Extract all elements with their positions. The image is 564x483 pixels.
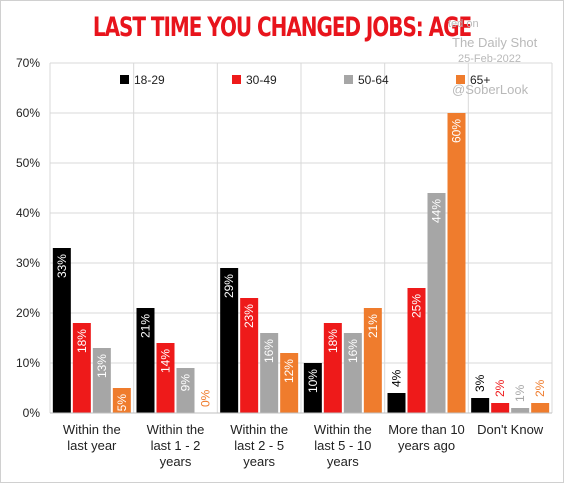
bar-65+ (447, 113, 466, 413)
legend: 18-29 30-49 50-64 65+ (120, 73, 490, 89)
data-label: 29% (222, 274, 236, 298)
bar-65+ (531, 403, 550, 413)
bar-50-64 (260, 333, 279, 413)
legend-item-18-29: 18-29 (120, 73, 165, 87)
x-tick-label: Within the (147, 422, 205, 437)
x-tick-label: Within the (63, 422, 121, 437)
data-label: 44% (430, 199, 444, 223)
x-tick-label: More than 10 (388, 422, 465, 437)
data-label: 60% (450, 119, 464, 143)
x-tick-label: last year (67, 438, 117, 453)
data-label: 10% (306, 369, 320, 393)
y-tick-label: 20% (16, 306, 40, 320)
chart-title: LAST TIME YOU CHANGED JOBS: AGE (92, 12, 472, 43)
data-label: 23% (242, 304, 256, 328)
x-tick-label: years (327, 454, 359, 469)
data-label: 13% (95, 354, 109, 378)
watermark-handle: @SoberLook (452, 82, 529, 97)
legend-item-65+: 65+ (456, 73, 490, 87)
bar-18-29 (220, 268, 239, 413)
x-tick-label: last 2 - 5 (234, 438, 284, 453)
legend-swatch (232, 75, 241, 84)
x-tick-label: Don't Know (477, 422, 544, 437)
legend-item-50-64: 50-64 (344, 73, 389, 87)
data-label: 21% (366, 314, 380, 338)
bar-18-29 (136, 308, 155, 413)
bar-50-64 (343, 333, 362, 413)
x-tick-label: Within the (230, 422, 288, 437)
y-tick-label: 50% (16, 156, 40, 170)
legend-label: 50-64 (358, 73, 389, 87)
data-label: 12% (282, 359, 296, 383)
watermark-source: The Daily Shot (452, 35, 538, 50)
x-tick-label: Within the (314, 422, 372, 437)
y-tick-label: 70% (16, 56, 40, 70)
legend-label: 65+ (470, 73, 491, 87)
bar-18-29 (303, 363, 322, 413)
data-label: 14% (159, 349, 173, 373)
x-tick-label: last 5 - 10 (314, 438, 371, 453)
legend-swatch (344, 75, 353, 84)
bar-30-49 (240, 298, 259, 413)
data-label: 21% (139, 314, 153, 338)
legend-swatch (120, 75, 129, 84)
data-label: 16% (262, 339, 276, 363)
bar-50-64 (176, 368, 195, 413)
bar-65+ (112, 388, 131, 413)
data-label: 5% (115, 394, 129, 412)
bar-50-64 (92, 348, 111, 413)
y-tick-label: 0% (23, 406, 41, 420)
data-label: 18% (75, 329, 89, 353)
bar-18-29 (387, 393, 406, 413)
bar-30-49 (407, 288, 426, 413)
bar-30-49 (156, 343, 175, 413)
legend-label: 18-29 (134, 73, 165, 87)
watermark-posted: ted on (448, 18, 479, 30)
data-label: 3% (473, 374, 487, 392)
data-label: 0% (199, 389, 213, 407)
bar-18-29 (471, 398, 490, 413)
data-label: 33% (55, 254, 69, 278)
y-tick-label: 30% (16, 256, 40, 270)
data-label: 18% (326, 329, 340, 353)
data-label: 2% (493, 379, 507, 397)
x-tick-label: last 1 - 2 (151, 438, 201, 453)
y-tick-label: 60% (16, 106, 40, 120)
bar-50-64 (427, 193, 446, 413)
bar-30-49 (72, 323, 91, 413)
data-label: 16% (346, 339, 360, 363)
bar-65+ (363, 308, 382, 413)
legend-item-30-49: 30-49 (232, 73, 277, 87)
bar-65+ (280, 353, 299, 413)
x-tick-label: years ago (398, 438, 455, 453)
data-label: 9% (179, 374, 193, 392)
bar-50-64 (511, 408, 530, 413)
data-label: 1% (513, 384, 527, 402)
legend-swatch (456, 75, 465, 84)
bar-18-29 (52, 248, 71, 413)
bar-30-49 (323, 323, 342, 413)
data-label: 2% (533, 379, 547, 397)
y-tick-label: 10% (16, 356, 40, 370)
x-tick-label: years (243, 454, 275, 469)
data-label: 25% (410, 294, 424, 318)
legend-label: 30-49 (246, 73, 277, 87)
bar-30-49 (491, 403, 510, 413)
y-tick-label: 40% (16, 206, 40, 220)
watermark-date: 25-Feb-2022 (458, 53, 521, 65)
data-label: 4% (390, 369, 404, 387)
x-tick-label: years (160, 454, 192, 469)
